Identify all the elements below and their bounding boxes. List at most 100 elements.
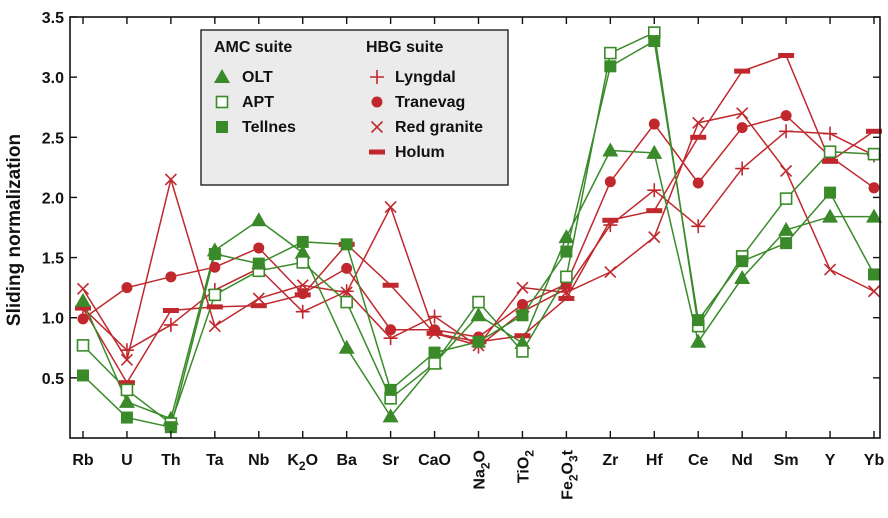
- x-tick-label: CaO: [418, 452, 451, 469]
- data-point-red-granite: [296, 279, 309, 292]
- data-point-apt: [604, 46, 617, 60]
- data-point-red-granite: [604, 265, 617, 279]
- data-point-apt: [340, 295, 353, 309]
- y-tick-label: 3.0: [42, 70, 64, 87]
- data-point-olt: [294, 244, 311, 259]
- data-point-holum: [734, 68, 751, 74]
- data-point-red-granite: [736, 107, 749, 120]
- data-point-tellnes: [692, 314, 705, 327]
- legend-label: APT: [242, 94, 274, 111]
- data-point-tranevag: [692, 177, 704, 189]
- data-point-olt: [382, 408, 399, 423]
- legend-marker-holum: [369, 149, 385, 155]
- data-point-red-granite: [648, 231, 661, 244]
- data-point-olt: [470, 307, 487, 322]
- x-tick-label: Th: [161, 452, 181, 469]
- data-point-olt: [338, 339, 355, 354]
- data-point-holum: [75, 305, 91, 311]
- data-point-holum: [690, 134, 707, 140]
- data-point-holum: [250, 303, 267, 309]
- data-point-tellnes: [604, 60, 617, 73]
- data-point-tellnes: [252, 257, 265, 270]
- data-point-tranevag: [868, 182, 880, 194]
- x-tick-label: Nb: [248, 452, 270, 469]
- y-tick-label: 2.0: [42, 190, 64, 207]
- data-point-tellnes: [648, 35, 661, 48]
- legend-label: OLT: [242, 69, 273, 86]
- data-point-red-granite: [120, 353, 134, 366]
- data-point-tellnes: [560, 245, 573, 258]
- data-point-olt: [558, 229, 575, 244]
- data-point-holum: [558, 295, 575, 301]
- data-point-red-granite: [164, 173, 177, 186]
- data-point-lyngdal: [735, 161, 750, 176]
- data-point-red-granite: [76, 282, 90, 295]
- data-point-olt: [866, 208, 882, 223]
- data-point-tellnes: [736, 255, 749, 268]
- data-point-holum: [294, 292, 311, 298]
- data-point-apt: [208, 288, 222, 302]
- data-point-apt: [472, 295, 485, 309]
- x-tick-label: U: [121, 452, 133, 469]
- data-point-holum: [118, 380, 135, 386]
- data-point-tranevag: [253, 242, 265, 254]
- legend-label: Tranevag: [395, 94, 465, 111]
- plot-area: [75, 26, 882, 434]
- data-point-tranevag: [780, 110, 792, 122]
- data-point-apt: [779, 192, 793, 205]
- x-tick-label: Na2O: [472, 450, 493, 490]
- data-point-red-granite: [692, 116, 705, 129]
- data-point-tellnes: [824, 186, 837, 199]
- data-point-olt: [75, 292, 91, 307]
- data-point-olt: [822, 208, 839, 223]
- data-point-lyngdal: [295, 304, 310, 319]
- data-point-holum: [602, 217, 619, 223]
- data-point-tellnes: [516, 309, 529, 322]
- data-point-apt: [823, 145, 837, 159]
- data-point-holum: [822, 158, 839, 164]
- data-point-apt: [296, 256, 310, 269]
- data-point-olt: [778, 221, 795, 236]
- data-point-tranevag: [121, 282, 133, 294]
- data-point-tellnes: [296, 235, 309, 248]
- data-point-tranevag: [648, 118, 660, 130]
- data-point-tellnes: [472, 335, 485, 348]
- data-point-tellnes: [780, 237, 793, 250]
- y-tick-label: 1.0: [42, 311, 64, 328]
- legend-label: Tellnes: [242, 119, 296, 136]
- data-point-holum: [382, 282, 399, 288]
- data-point-holum: [206, 304, 223, 310]
- data-point-olt: [646, 144, 663, 159]
- data-point-holum: [162, 307, 179, 313]
- legend-marker-lyngdal: [370, 70, 384, 84]
- data-point-red-granite: [516, 281, 529, 294]
- x-tick-label: Sm: [774, 452, 799, 469]
- x-tick-label: Ba: [336, 452, 357, 469]
- data-point-tranevag: [165, 271, 177, 283]
- data-point-tellnes: [384, 383, 397, 396]
- data-point-holum: [646, 208, 663, 214]
- legend-marker-olt: [214, 69, 230, 83]
- x-tick-label: Ce: [688, 452, 709, 469]
- data-point-olt: [690, 333, 707, 348]
- data-point-tranevag: [341, 262, 353, 274]
- data-point-lyngdal: [823, 126, 838, 141]
- legend-marker-red-granite: [370, 120, 384, 134]
- y-tick-label: 1.5: [42, 251, 64, 268]
- legend-label: Holum: [395, 144, 445, 161]
- data-point-lyngdal: [691, 219, 706, 234]
- data-point-tellnes: [868, 268, 880, 281]
- legend-marker-tellnes: [216, 121, 228, 133]
- data-point-tranevag: [604, 176, 616, 188]
- data-point-tranevag: [209, 261, 221, 273]
- data-point-apt: [560, 270, 573, 284]
- data-point-lyngdal: [163, 317, 178, 332]
- data-point-tellnes: [164, 421, 177, 434]
- x-tick-label: Nd: [732, 452, 753, 469]
- x-tick-label: Rb: [72, 452, 94, 469]
- x-tick-label: Hf: [646, 452, 664, 469]
- x-tick-label: Ta: [206, 452, 224, 469]
- plot-frame: [69, 16, 881, 439]
- legend-label: Lyngdal: [395, 69, 456, 86]
